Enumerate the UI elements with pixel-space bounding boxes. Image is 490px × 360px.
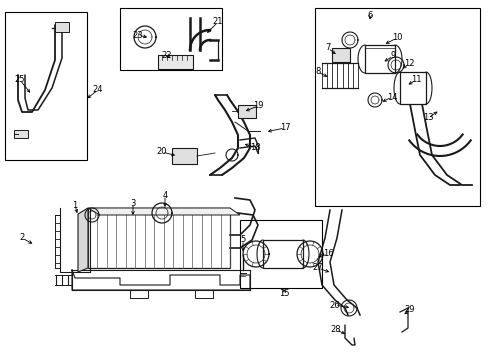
- Text: 18: 18: [250, 144, 260, 153]
- Text: 13: 13: [423, 113, 433, 122]
- Text: 1: 1: [73, 201, 77, 210]
- Text: 3: 3: [130, 198, 136, 207]
- Text: 17: 17: [280, 123, 290, 132]
- Text: 2: 2: [20, 234, 25, 243]
- Text: 15: 15: [279, 289, 289, 298]
- Bar: [238, 105, 256, 118]
- Text: 27: 27: [313, 264, 323, 273]
- Text: 14: 14: [387, 93, 397, 102]
- Text: 28: 28: [331, 325, 342, 334]
- Text: 12: 12: [404, 59, 414, 68]
- Bar: [55, 22, 69, 32]
- Bar: [172, 148, 197, 164]
- Bar: [365, 45, 395, 73]
- Bar: [315, 8, 480, 206]
- Text: 6: 6: [368, 10, 373, 19]
- Bar: [158, 55, 193, 69]
- Text: 24: 24: [93, 85, 103, 94]
- Bar: [332, 48, 350, 62]
- Text: 11: 11: [411, 76, 421, 85]
- Bar: [400, 72, 426, 104]
- Polygon shape: [78, 208, 88, 272]
- Text: 25: 25: [15, 76, 25, 85]
- Polygon shape: [88, 208, 240, 215]
- Text: 5: 5: [241, 235, 245, 244]
- Text: 22: 22: [162, 50, 172, 59]
- Bar: [88, 208, 230, 268]
- Bar: [5, 12, 87, 160]
- Text: 26: 26: [330, 301, 341, 310]
- Bar: [263, 240, 303, 268]
- Text: 4: 4: [162, 190, 168, 199]
- Text: 9: 9: [391, 51, 395, 60]
- Text: 10: 10: [392, 33, 402, 42]
- Bar: [120, 8, 222, 70]
- Bar: [14, 130, 28, 138]
- Text: 19: 19: [253, 102, 263, 111]
- Bar: [240, 220, 322, 288]
- Text: 21: 21: [213, 18, 223, 27]
- Text: 29: 29: [405, 306, 415, 315]
- Text: 7: 7: [325, 44, 331, 53]
- Text: 8: 8: [315, 68, 320, 77]
- Text: 23: 23: [133, 31, 143, 40]
- Text: 20: 20: [157, 148, 167, 157]
- Text: 16: 16: [323, 249, 333, 258]
